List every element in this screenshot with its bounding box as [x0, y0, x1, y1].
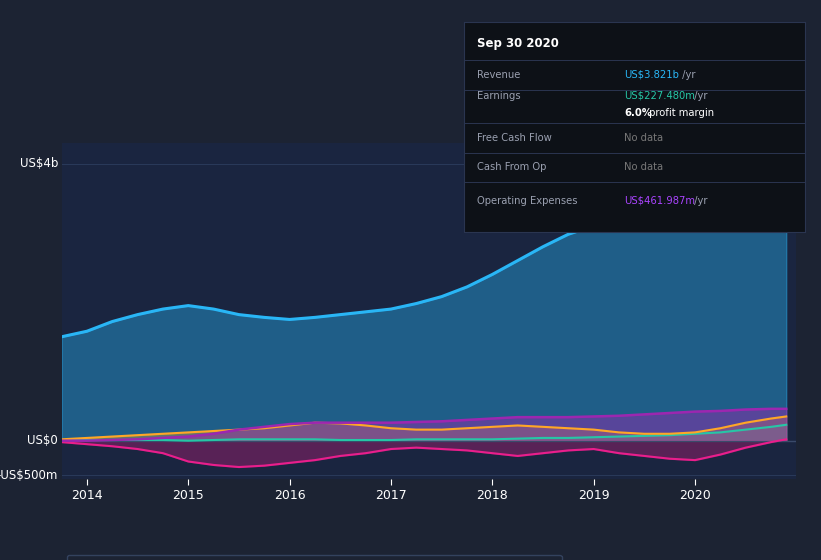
Text: -US$500m: -US$500m — [0, 469, 58, 482]
Text: /yr: /yr — [679, 70, 695, 80]
Text: Cash From Op: Cash From Op — [478, 162, 547, 172]
Text: US$461.987m: US$461.987m — [624, 196, 695, 206]
Text: US$0: US$0 — [27, 434, 58, 447]
Text: Sep 30 2020: Sep 30 2020 — [478, 37, 559, 50]
Text: /yr: /yr — [691, 196, 708, 206]
Text: Earnings: Earnings — [478, 91, 521, 101]
Text: Revenue: Revenue — [478, 70, 521, 80]
Text: profit margin: profit margin — [646, 108, 714, 118]
Text: Free Cash Flow: Free Cash Flow — [478, 133, 553, 143]
Text: 6.0%: 6.0% — [624, 108, 652, 118]
Text: No data: No data — [624, 133, 663, 143]
Text: US$3.821b: US$3.821b — [624, 70, 679, 80]
Text: No data: No data — [624, 162, 663, 172]
Legend: Revenue, Earnings, Free Cash Flow, Cash From Op, Operating Expenses: Revenue, Earnings, Free Cash Flow, Cash … — [67, 555, 562, 560]
Text: Operating Expenses: Operating Expenses — [478, 196, 578, 206]
Text: US$4b: US$4b — [20, 157, 58, 170]
Text: /yr: /yr — [691, 91, 708, 101]
Text: US$227.480m: US$227.480m — [624, 91, 695, 101]
